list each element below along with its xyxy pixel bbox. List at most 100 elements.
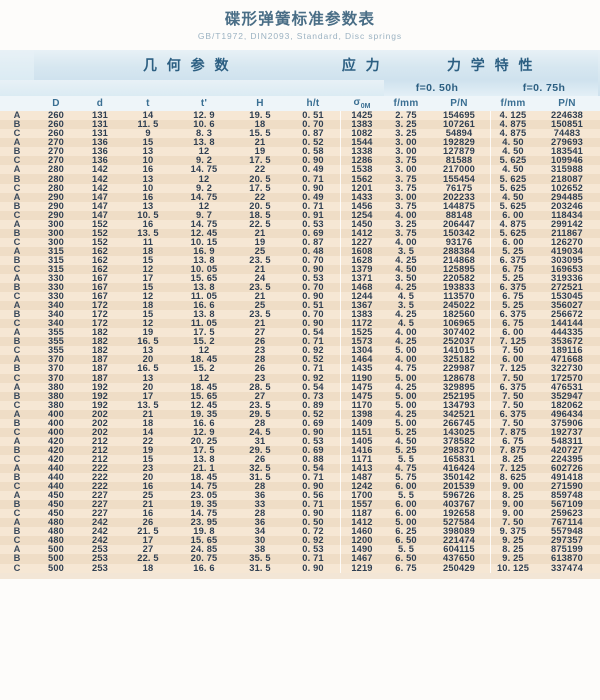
cell-P-050: 193833: [428, 282, 490, 293]
cell-d: 212: [78, 436, 122, 446]
cell-t: 26: [122, 518, 174, 528]
cell-d: 147: [78, 201, 122, 211]
cell-f-050: 5. 00: [384, 418, 428, 428]
cell-P-050: 144875: [428, 201, 490, 211]
cell-H: 20. 5: [234, 174, 286, 184]
cell-D: 370: [34, 355, 78, 365]
cell-f-050: 5. 5: [384, 545, 428, 555]
cell-sigma-0m: 1304: [340, 346, 384, 356]
cell-t: 11: [122, 237, 174, 247]
cell-d: 167: [78, 273, 122, 284]
table-row: A 290 147 16 14. 75 22 0. 49 1433 3. 00 202233 4. …: [0, 192, 600, 202]
cell-H: 20. 5: [234, 201, 286, 211]
cell-t: 15: [122, 454, 174, 464]
cell-f-050: 6. 00: [384, 509, 428, 519]
cell-P-050: 107261: [428, 120, 490, 130]
cell-D: 380: [34, 400, 78, 410]
cell-t: 15: [122, 310, 174, 320]
cell-t-prime: 23. 05: [174, 490, 234, 501]
table-row: A 370 187 20 18. 45 28 0. 52 1464 4. 00 325182 6. …: [0, 355, 600, 365]
cell-D: 420: [34, 436, 78, 446]
cell-kg: 19. 379: [598, 563, 600, 573]
cell-P-050: 250429: [428, 563, 490, 573]
cell-P-050: 596726: [428, 490, 490, 501]
cell-t-prime: 16. 6: [174, 563, 234, 573]
cell-d: 136: [78, 156, 122, 166]
cell-sigma-0m: 1244: [340, 291, 384, 302]
cell-f-075: 4. 875: [490, 129, 536, 139]
cell-D: 260: [34, 110, 78, 121]
cell-f-075: 6. 00: [490, 237, 536, 247]
cell-P-075: 337474: [536, 563, 598, 573]
cell-sigma-0m: 1171: [340, 454, 384, 464]
cell-P-075: 150851: [536, 120, 598, 130]
cell-H: 25: [234, 300, 286, 311]
cell-t-prime: 14. 75: [174, 192, 234, 202]
cell-sigma-0m: 1412: [340, 228, 384, 238]
table-row: A 450 227 25 23. 05 36 0. 56 1700 5. 5 596726 8. 2…: [0, 490, 600, 501]
cell-t-prime: 8. 3: [174, 129, 234, 139]
cell-t: 13: [122, 147, 174, 157]
cell-P-075: 279693: [536, 138, 598, 148]
header-columns-row: D d t t' H h/t σ0M f/mm P/N f/mm P/N Kg: [0, 96, 600, 112]
cell-P-050: 252037: [428, 337, 490, 347]
cell-sigma-0m: 1367: [340, 300, 384, 311]
cell-d: 172: [78, 300, 122, 311]
cell-P-075: 356027: [536, 300, 598, 311]
cell-H: 25: [234, 246, 286, 256]
table-row: C 420 212 15 13. 8 26 0. 88 1171 5. 5 165831 8. 25…: [0, 454, 600, 464]
cell-P-050: 127879: [428, 147, 490, 157]
cell-sigma-0m: 1338: [340, 147, 384, 157]
cell-f-075: 5. 25: [490, 300, 536, 311]
cell-type: A: [0, 138, 34, 148]
cell-d: 162: [78, 246, 122, 256]
cell-kg: 6. 412: [598, 436, 600, 446]
table-row: C 450 227 16 14. 75 28 0. 90 1187 6. 00 192658 9. …: [0, 509, 600, 519]
cell-kg: 13. 729: [598, 509, 600, 519]
cell-P-075: 126270: [536, 237, 598, 247]
cell-f-050: 3. 25: [384, 129, 428, 139]
cell-P-075: 303095: [536, 255, 598, 265]
cell-H: 26: [234, 454, 286, 464]
table-header: 几 何 参 数 应 力 力 学 特 性 重 量 f=0. 50h f=0. 75…: [0, 50, 600, 112]
table-row: B 260 131 11. 5 10. 6 18 0. 70 1383 3. 25 107261 4…: [0, 120, 600, 130]
cell-f-075: 4. 50: [490, 147, 536, 157]
cell-type: B: [0, 472, 34, 483]
cell-P-050: 134793: [428, 400, 490, 410]
cell-P-050: 325182: [428, 355, 490, 365]
cell-P-050: 206447: [428, 219, 490, 229]
cell-h-over-t: 0. 90: [286, 319, 340, 329]
cell-sigma-0m: 1433: [340, 192, 384, 202]
cell-h-over-t: 0. 69: [286, 418, 340, 428]
cell-type: C: [0, 427, 34, 437]
cell-sigma-0m: 1456: [340, 201, 384, 211]
table-bottom-edge: [0, 572, 600, 579]
cell-kg: 14. 220: [598, 409, 600, 419]
cell-kg: 8. 962: [598, 301, 600, 311]
cell-t-prime: 16. 6: [174, 300, 234, 311]
cell-t: 10. 5: [122, 210, 174, 220]
cell-t: 17: [122, 536, 174, 546]
cell-t-prime: 15. 2: [174, 364, 234, 374]
table-row: A 400 202 21 19. 35 29. 5 0. 52 1398 4. 25 342521…: [0, 409, 600, 419]
cell-f-075: 4. 50: [490, 165, 536, 175]
cell-d: 182: [78, 337, 122, 347]
cell-t-prime: 15. 65: [174, 391, 234, 401]
cell-sigma-0m: 1405: [340, 436, 384, 446]
cell-type: C: [0, 373, 34, 383]
cell-d: 192: [78, 391, 122, 401]
cell-t-prime: 9. 2: [174, 156, 234, 166]
cell-P-075: 182062: [536, 400, 598, 410]
cell-f-075: 9. 25: [490, 554, 536, 564]
cell-P-050: 192658: [428, 509, 490, 519]
cell-P-075: 548311: [536, 436, 598, 446]
cell-kg: 13. 124: [598, 482, 600, 492]
cell-f-050: 6. 00: [384, 481, 428, 492]
cell-kg: 4. 629: [598, 138, 600, 148]
cell-f-075: 6. 75: [490, 436, 536, 446]
cell-f-075: 7. 50: [490, 391, 536, 401]
cell-kg: 2. 581: [598, 129, 600, 139]
cell-t: 13. 5: [122, 400, 174, 410]
cell-sigma-0m: 1628: [340, 255, 384, 265]
cell-f-075: 4. 50: [490, 138, 536, 148]
